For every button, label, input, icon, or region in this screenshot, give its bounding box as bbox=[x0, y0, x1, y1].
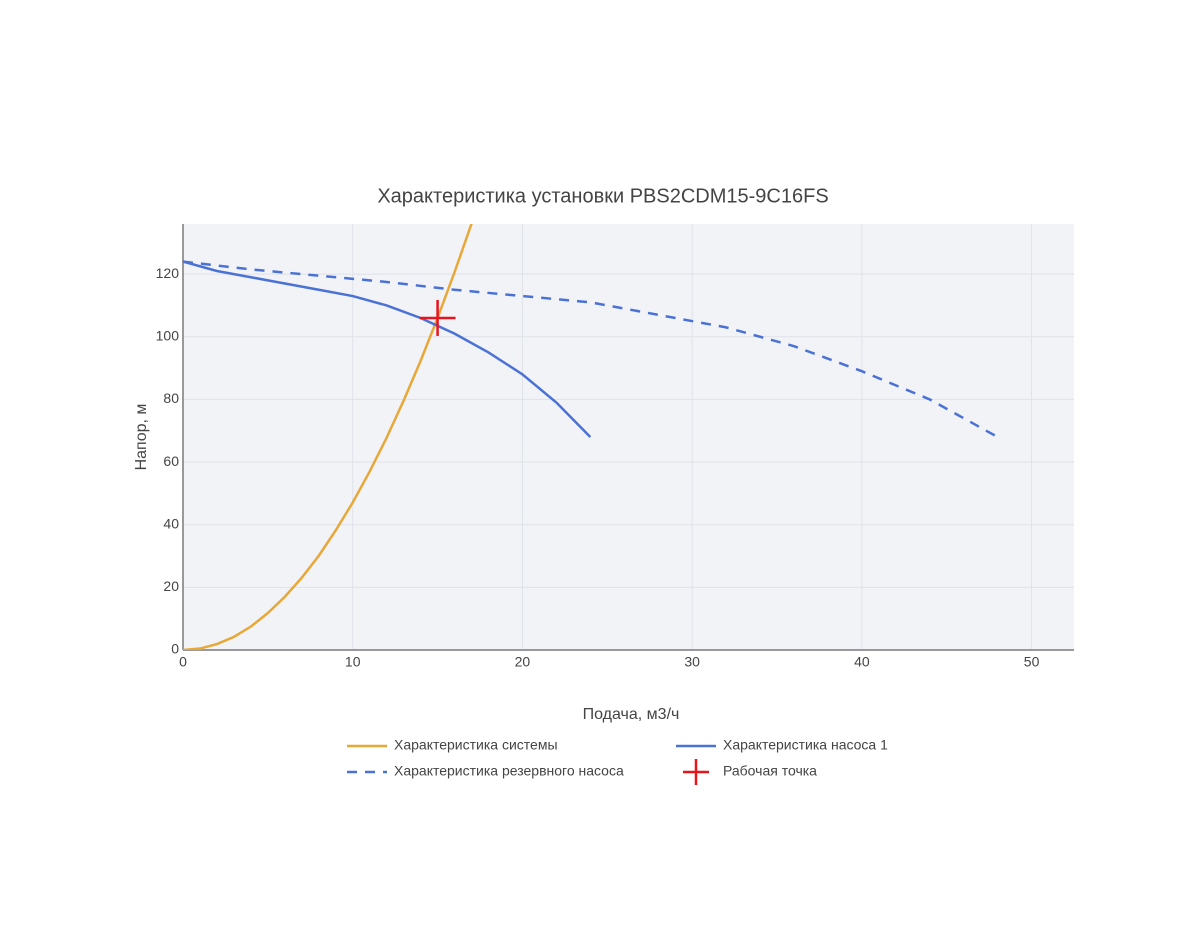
y-tick-label: 20 bbox=[163, 578, 179, 594]
plot-layer bbox=[183, 224, 999, 650]
marker bbox=[683, 759, 709, 785]
x-tick-label: 30 bbox=[684, 654, 700, 670]
legend-label: Характеристика резервного насоса bbox=[394, 763, 624, 779]
y-tick-label: 100 bbox=[156, 327, 180, 343]
y-axis-title: Напор, м bbox=[133, 404, 150, 471]
x-tick-label: 20 bbox=[515, 654, 531, 670]
x-axis-title: Подача, м3/ч bbox=[583, 706, 680, 723]
x-tick-label: 40 bbox=[854, 654, 870, 670]
x-tick-label: 10 bbox=[345, 654, 361, 670]
plot-area bbox=[183, 224, 1074, 650]
legend-label: Характеристика системы bbox=[394, 737, 558, 753]
y-tick-label: 0 bbox=[171, 641, 179, 657]
chart-title: Характеристика установки PBS2CDM15-9C16F… bbox=[377, 185, 828, 207]
marker bbox=[419, 299, 456, 336]
legend-label: Рабочая точка bbox=[723, 763, 817, 779]
series-line bbox=[183, 224, 473, 650]
series-line bbox=[183, 260, 592, 438]
x-tick-label: 0 bbox=[179, 654, 187, 670]
y-tick-label: 40 bbox=[163, 515, 179, 531]
y-tick-label: 80 bbox=[163, 390, 179, 406]
legend-label: Характеристика насоса 1 bbox=[723, 737, 888, 753]
x-tick-label: 50 bbox=[1024, 654, 1040, 670]
y-tick-label: 120 bbox=[156, 265, 180, 281]
y-tick-label: 60 bbox=[163, 453, 179, 469]
series-line bbox=[183, 260, 999, 439]
